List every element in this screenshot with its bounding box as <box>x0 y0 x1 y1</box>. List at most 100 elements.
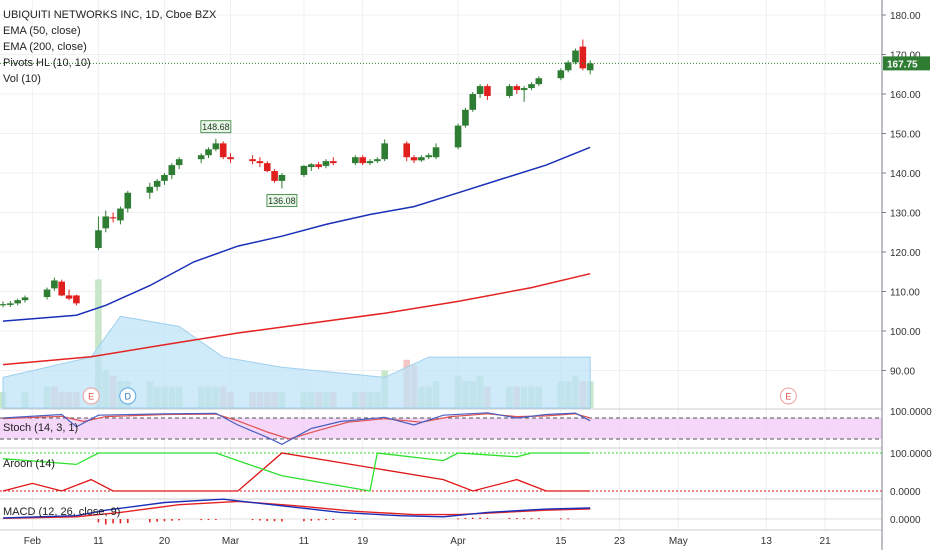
candle-body <box>484 86 491 96</box>
macd-hist-bar <box>251 519 254 521</box>
price-tick-label: 160.00 <box>890 90 921 101</box>
price-tick-label: 140.00 <box>890 169 921 180</box>
candle-body <box>564 62 572 71</box>
candle-body <box>124 192 132 209</box>
event-marker <box>82 387 100 405</box>
macd-hist-bar <box>560 518 562 520</box>
macd-hist-bar <box>259 519 261 521</box>
aroon-label: Aroon (14) <box>3 458 55 470</box>
macd-hist-bar <box>200 519 202 521</box>
aroon-up-line <box>2 452 591 492</box>
time-tick-label: 19 <box>357 536 369 547</box>
legend-volume: Vol (10) <box>3 73 41 85</box>
macd-hist-bar <box>119 519 122 524</box>
macd-hist-bar <box>281 519 283 522</box>
price-tick-label: 120.00 <box>890 248 921 259</box>
candle-body <box>307 164 315 168</box>
pivot-label-box <box>266 194 298 207</box>
price-tick-label: 170.00 <box>890 51 921 62</box>
indicator-panes <box>0 408 932 531</box>
legend-pivots: Pivots HL (10, 10) <box>3 57 91 69</box>
candle-body <box>300 165 308 175</box>
macd-hist-bar <box>207 519 210 520</box>
time-tick-label: 11 <box>93 536 104 547</box>
candle-body <box>366 161 374 164</box>
candle-body <box>535 78 543 85</box>
stoch-band <box>0 418 882 439</box>
candle-body <box>58 281 66 296</box>
candle-body <box>586 63 594 71</box>
time-tick-label: Mar <box>222 536 240 547</box>
macd-hist-bar <box>171 519 173 521</box>
macd-hist-bar <box>516 518 518 520</box>
candle-body <box>0 304 7 306</box>
price-tick-label: 90.00 <box>890 367 915 378</box>
macd-hist-bar <box>567 518 569 520</box>
candle-body <box>469 94 477 110</box>
stoch-axis-label: 100.0000 <box>890 407 932 418</box>
macd-label: MACD (12, 26, close, 9) <box>3 506 120 518</box>
last-price-tag <box>883 56 930 71</box>
ema50-line <box>2 146 591 322</box>
time-tick-label: 20 <box>159 536 171 547</box>
volume-layer <box>0 279 594 409</box>
candle-body <box>51 280 58 289</box>
candle-body <box>579 46 587 69</box>
event-marker-label: D <box>125 392 132 402</box>
candle-body <box>7 303 14 305</box>
candle-body <box>557 70 565 79</box>
macd-hist-bar <box>464 517 467 519</box>
macd-hist-bar <box>530 518 533 520</box>
candle-body <box>454 125 462 148</box>
candle-body <box>95 230 102 249</box>
macd-hist-bar <box>508 517 511 519</box>
macd-hist-bar <box>163 519 166 522</box>
time-tick-label: Feb <box>24 536 42 547</box>
macd-hist-bar <box>354 519 357 520</box>
macd-hist-bar <box>104 519 107 525</box>
macd-hist-bar <box>126 519 129 523</box>
candle-body <box>73 295 80 304</box>
macd-hist-bar <box>538 518 540 520</box>
ema-layer <box>2 146 591 366</box>
event-marker <box>119 387 137 405</box>
candle-body <box>43 289 51 298</box>
macd-hist-bar <box>215 519 217 520</box>
candle-body <box>330 161 337 164</box>
ema200-line <box>2 272 591 366</box>
grid-layer <box>0 0 882 530</box>
price-tick-label: 100.00 <box>890 327 921 338</box>
macd-hist-bar <box>149 519 151 523</box>
candles-layer[interactable] <box>0 39 594 308</box>
price-tick-label: 110.00 <box>890 288 920 299</box>
candle-body <box>322 161 330 166</box>
candle-body <box>263 163 271 172</box>
volume-bar <box>95 279 102 408</box>
candle-body <box>381 143 388 160</box>
last-price-label: 167.75 <box>887 59 918 70</box>
candle-body <box>14 300 21 304</box>
candle-body <box>205 149 212 156</box>
candle-body <box>168 165 176 175</box>
macd-line <box>2 498 591 519</box>
macd-hist-bar <box>266 519 269 521</box>
macd-hist-bar <box>97 519 100 523</box>
candle-body <box>572 50 579 63</box>
aroon-down-line <box>2 452 591 492</box>
candle-body <box>520 88 528 91</box>
macd-hist-bar <box>317 519 320 521</box>
price-tick-label: 130.00 <box>890 209 921 220</box>
time-tick-label: 23 <box>614 536 626 547</box>
macd-hist-bar <box>156 519 158 522</box>
macd-hist-bar <box>178 519 180 521</box>
candle-body <box>403 143 410 158</box>
pivot-label-box <box>200 120 232 134</box>
candle-body <box>175 159 183 166</box>
time-tick-label: 11 <box>299 536 310 547</box>
candle-body <box>65 295 73 299</box>
pivot-label: 148.68 <box>202 122 230 132</box>
candle-body <box>513 86 521 91</box>
candle-body <box>271 171 278 181</box>
